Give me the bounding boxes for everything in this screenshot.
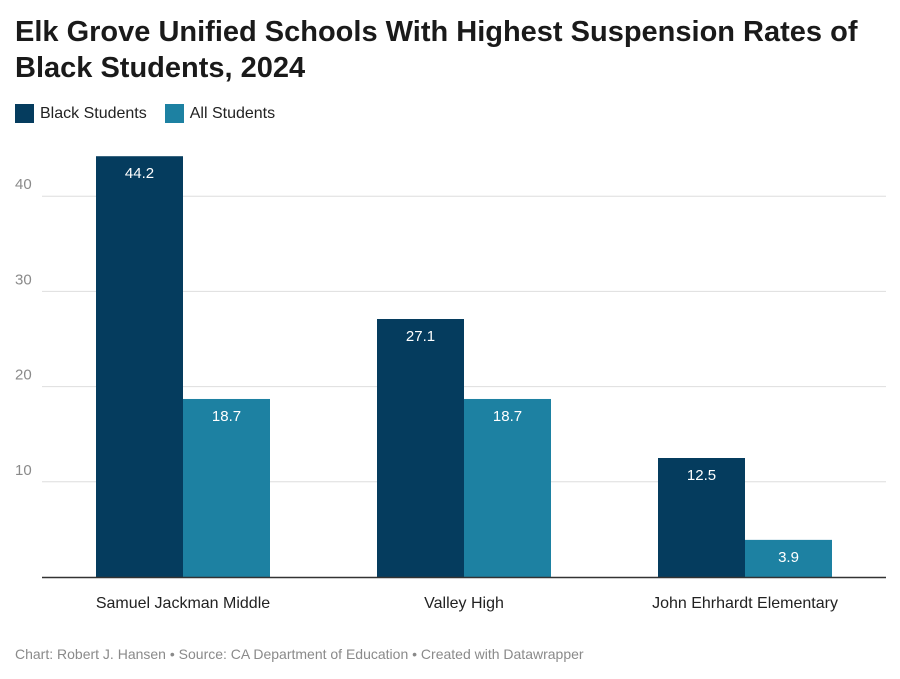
legend-label-black-students: Black Students xyxy=(40,104,147,122)
data-label-black-students-2: 12.5 xyxy=(687,467,716,484)
bar-all-students-2 xyxy=(745,539,832,577)
y-tick-label-40: 40 xyxy=(15,176,32,193)
source-credit: Source: CA Department of Education xyxy=(178,646,409,662)
data-label-all-students-1: 18.7 xyxy=(493,408,522,425)
x-category-label-2: John Ehrhardt Elementary xyxy=(652,595,838,612)
data-label-black-students-1: 27.1 xyxy=(406,328,435,345)
bar-black-students-2 xyxy=(658,458,745,577)
data-label-black-students-0: 44.2 xyxy=(125,165,154,182)
chart-credit: Chart: Robert J. Hansen xyxy=(15,646,166,662)
legend-item-all-students: All Students xyxy=(164,104,276,123)
data-label-all-students-2: 3.9 xyxy=(778,549,799,566)
footer-separator-2: • xyxy=(412,646,418,662)
bar-all-students-0 xyxy=(183,398,270,577)
y-tick-label-20: 20 xyxy=(15,367,32,384)
y-tick-label-30: 30 xyxy=(15,271,32,288)
chart-title: Elk Grove Unified Schools With Highest S… xyxy=(15,16,858,84)
bar-all-students-1 xyxy=(464,398,551,577)
legend-label-all-students: All Students xyxy=(189,104,276,122)
bar-black-students-0 xyxy=(96,156,183,577)
x-category-label-0: Samuel Jackman Middle xyxy=(96,595,270,612)
legend-swatch-all-students xyxy=(164,104,184,123)
created-with-credit: Created with Datawrapper xyxy=(420,646,584,662)
x-category-label-1: Valley High xyxy=(424,595,504,612)
y-tick-label-10: 10 xyxy=(15,462,32,479)
footer: Chart: Robert J. Hansen • Source: CA Dep… xyxy=(15,646,584,662)
data-label-all-students-0: 18.7 xyxy=(212,408,241,425)
bar-black-students-1 xyxy=(377,319,464,577)
legend-swatch-black-students xyxy=(15,104,34,123)
footer-separator-1: • xyxy=(169,646,175,662)
legend-item-black-students: Black Students xyxy=(15,104,147,123)
legend: Black Students All Students xyxy=(15,104,293,123)
